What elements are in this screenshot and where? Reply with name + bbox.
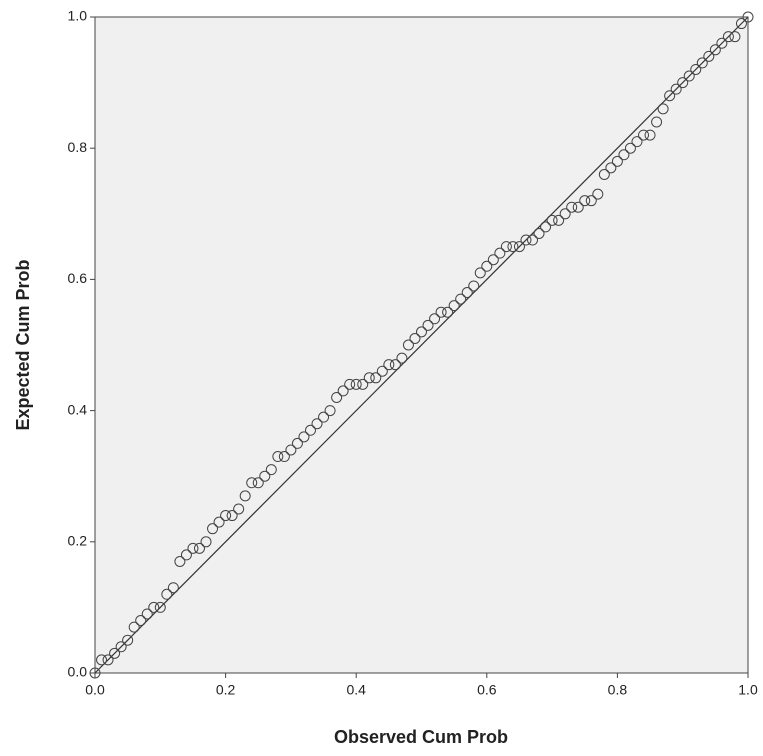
y-tick-label: 0.8 xyxy=(68,139,88,155)
chart: Observed Cum Prob Expected Cum Prob 0.0 0… xyxy=(0,0,763,751)
x-axis-title: Observed Cum Prob xyxy=(334,727,508,747)
x-tick-label: 0.8 xyxy=(608,682,628,698)
x-tick-label: 0.4 xyxy=(346,682,366,698)
y-tick-label: 0.0 xyxy=(68,664,88,680)
y-tick-label: 1.0 xyxy=(68,8,88,24)
x-tick-label: 0.6 xyxy=(477,682,497,698)
x-tick-label: 1.0 xyxy=(738,682,758,698)
y-tick-label: 0.2 xyxy=(68,533,88,549)
y-tick-label: 0.4 xyxy=(68,401,88,417)
y-tick-label: 0.6 xyxy=(68,270,88,286)
x-tick-label: 0.2 xyxy=(216,682,236,698)
page: {"chart_data": {"type": "scatter", "x_la… xyxy=(0,0,763,751)
y-axis-title: Expected Cum Prob xyxy=(13,259,33,430)
x-tick-label: 0.0 xyxy=(85,682,105,698)
